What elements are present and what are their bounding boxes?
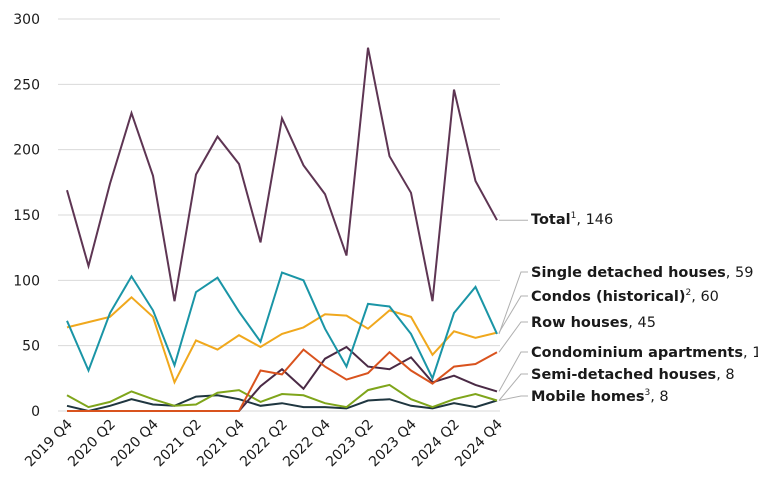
y-tick-label: 100 [13, 273, 40, 289]
series-footnote-marker: 3 [644, 388, 650, 398]
series-label-total: Total1, 146 [531, 211, 613, 228]
series-footnote-marker: 1 [571, 211, 577, 221]
leader-line [498, 271, 528, 335]
series-line-semi-detached-houses [66, 383, 498, 409]
series-name: Row houses [531, 315, 628, 331]
series-last-value: , 8 [650, 389, 668, 405]
leader-line [498, 395, 528, 401]
y-tick-label: 250 [13, 77, 40, 93]
y-tick-label: 0 [31, 404, 40, 420]
y-axis-ticks: 0 50 100 150 200 250 300 [13, 12, 40, 420]
series-label-row-houses: Row houses, 45 [531, 315, 656, 331]
series-label-condos-historical: Condos (historical)2, 60 [531, 288, 719, 305]
series-line-total [66, 47, 498, 302]
series-label-condominium-apartments: Condominium apartments, 15 [531, 345, 758, 361]
series-name: Condos (historical) [531, 289, 686, 305]
leader-line [498, 295, 528, 333]
leader-line [498, 351, 528, 392]
series-last-value: , 15 [743, 345, 758, 361]
leader-line [498, 321, 528, 353]
series-last-value: , 146 [576, 212, 613, 228]
leader-line [498, 373, 528, 401]
series-end-labels: Total1, 146 Single detached houses, 59 Con… [498, 211, 758, 405]
series-line-row-houses [67, 348, 498, 412]
y-tick-label: 200 [13, 143, 40, 159]
y-tick-label: 300 [13, 12, 40, 28]
y-tick-label: 150 [13, 208, 40, 224]
series-last-value: , 59 [726, 265, 754, 281]
series-name: Single detached houses [531, 265, 726, 281]
y-tick-label: 50 [22, 339, 40, 355]
series-label-semi-detached-houses: Semi-detached houses, 8 [531, 367, 735, 383]
series-footnote-marker: 2 [686, 288, 692, 298]
series-label-mobile-homes: Mobile homes3, 8 [531, 388, 669, 405]
series-lines [66, 47, 498, 413]
series-last-value: , 60 [691, 289, 719, 305]
series-last-value: , 8 [716, 367, 734, 383]
series-name: Condominium apartments [531, 345, 743, 361]
series-label-single-detached-houses: Single detached houses, 59 [531, 265, 753, 281]
x-tick-label: 2024 Q4 [452, 416, 506, 470]
series-line-mobile-homes [66, 394, 498, 413]
series-line-condos-historical [66, 295, 498, 385]
series-line-single-detached-houses [66, 271, 498, 381]
series-name: Mobile homes [531, 389, 644, 405]
series-name: Semi-detached houses [531, 367, 716, 383]
series-last-value: , 45 [628, 315, 656, 331]
series-name: Total [531, 212, 571, 228]
